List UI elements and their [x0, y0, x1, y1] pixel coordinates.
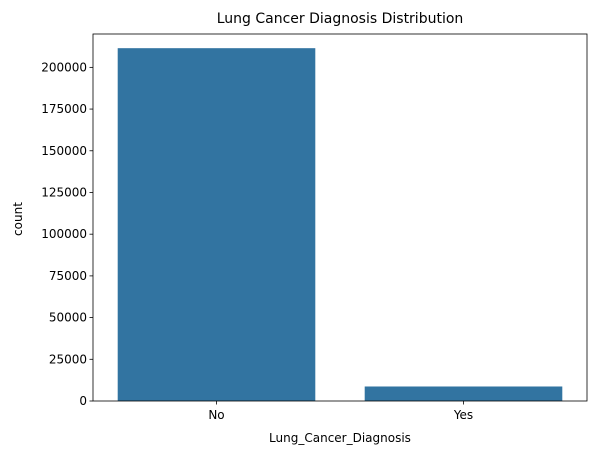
- y-tick-label: 200000: [41, 60, 87, 74]
- plot-frame: [92, 33, 588, 402]
- y-axis-label: count: [11, 202, 25, 236]
- bar-yes: [364, 386, 563, 401]
- y-tick-label: 0: [79, 394, 87, 408]
- chart-title: Lung Cancer Diagnosis Distribution: [217, 11, 464, 27]
- bar-no: [117, 48, 316, 402]
- y-tick-label: 125000: [41, 185, 87, 199]
- x-axis-label: Lung_Cancer_Diagnosis: [269, 431, 411, 445]
- y-tick-label: 75000: [49, 269, 87, 283]
- x-tick-label: No: [208, 408, 224, 422]
- y-tick-label: 50000: [49, 311, 87, 325]
- y-tick-label: 150000: [41, 144, 87, 158]
- x-axis: No Yes: [208, 401, 473, 422]
- y-tick-label: 100000: [41, 227, 87, 241]
- y-tick-label: 175000: [41, 102, 87, 116]
- x-tick-label: Yes: [453, 408, 473, 422]
- plot-area: [92, 33, 588, 402]
- y-axis: 0 25000 50000 75000 100000 125000 150000 175000…: [41, 60, 93, 408]
- y-tick-label: 25000: [49, 352, 87, 366]
